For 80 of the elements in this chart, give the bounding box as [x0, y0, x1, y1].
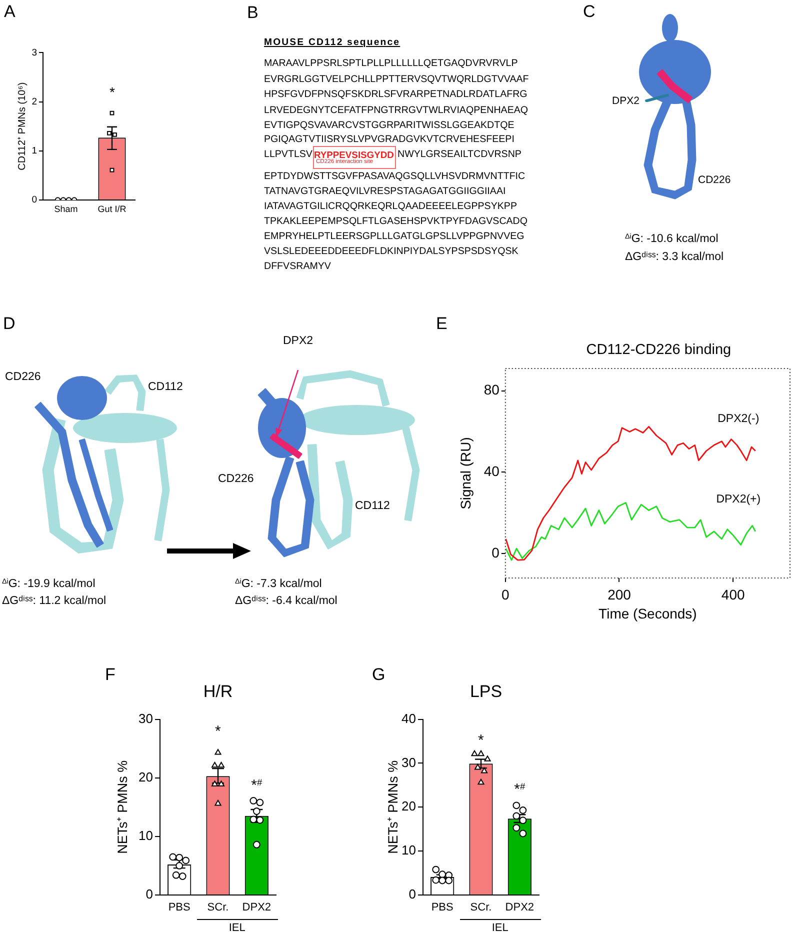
- x-tick-label: Gut I/R: [98, 204, 127, 214]
- text: LRVEDEGNYTCEFATFPNGTRRGVTWLRVIAQPENHAEAQ: [264, 104, 528, 116]
- y-tick-label: 3: [32, 47, 37, 58]
- chart-title: H/R: [203, 682, 233, 701]
- y-axis-title: CD112⁺ PMNs (10⁶): [16, 82, 28, 170]
- series-label: DPX2(+): [716, 494, 761, 506]
- series-label: DPX2(-): [718, 413, 760, 426]
- y-axis-title: NETs⁺ PMNs %: [114, 760, 130, 854]
- text: CD112: [355, 500, 390, 513]
- text: $^{Δi}$G: -10.6 kcal/mol: [625, 232, 718, 246]
- text: TPKAKLEEPEMPSQLFTLGASEHSPVKTPYFDAGVSCADQ: [264, 216, 528, 227]
- x-axis-title: Time (Seconds): [598, 605, 697, 622]
- y-tick-label: 10: [138, 828, 153, 844]
- text: CD226: [5, 371, 41, 384]
- text: C: [583, 2, 596, 21]
- text: $^{Δi}$G: -7.3 kcal/mol: [235, 578, 322, 591]
- x-tick-label: SCr.: [207, 902, 229, 914]
- x-tick-label: Sham: [54, 204, 78, 214]
- text: VSLSLEDEEEDDEEEDFLDKINPIYDALSYPSPSDSYQSK: [264, 246, 518, 257]
- text: MARAAVLPPSRLSPTLPLLPLLLLLLQETGAQDVRVRVLP: [264, 58, 518, 70]
- y-tick-label: 1: [32, 146, 37, 157]
- text: G: [372, 664, 386, 684]
- text: TATNAVGTGRAEQVILVRESPSTAGAGATGGIIGGIIAAI: [264, 186, 506, 198]
- text: MOUSE CD112 sequence: [264, 37, 400, 48]
- y-axis-title: NETs⁺ PMNs %: [385, 760, 400, 854]
- x-tick-label: DPX2: [242, 902, 272, 914]
- x-tick-label: PBS: [168, 902, 190, 914]
- text: RYPPEVSISGYDD: [314, 148, 394, 160]
- text: PGIQAGTVTIISRYSLVPVGRADGVKVTCRVEHESFEEPI: [264, 134, 514, 146]
- text: EVTIGPQSVAVARCVSTGGRPARITWISSLGGEAKDTQE: [264, 120, 514, 131]
- y-tick-label: 2: [32, 96, 37, 108]
- text: CD112: [148, 381, 183, 394]
- y-tick-label: 30: [402, 754, 416, 770]
- text: ΔGᵈⁱˢˢ: -6.4 kcal/mol: [235, 595, 338, 608]
- y-tick-label: 80: [484, 382, 500, 398]
- text: A: [4, 2, 16, 21]
- y-tick-label: 40: [402, 710, 416, 726]
- text: HPSFGVDFPNSQFSKDRLSFVRARPETNADLRDATLAFRG: [264, 89, 528, 100]
- x-tick-label: DPX2: [505, 902, 534, 914]
- text: EPTDYDWSTTSGVFPASAVAQGSQLLVHSVDRMVNTTFIC: [264, 171, 526, 182]
- text: $^{Δi}$G: -19.9 kcal/mol: [2, 578, 96, 591]
- annotation: *$^{#}$: [251, 776, 262, 794]
- text: IEL: [228, 922, 246, 934]
- text: F: [105, 664, 116, 684]
- y-tick-label: 10: [402, 842, 416, 858]
- y-tick-label: 0: [32, 194, 37, 206]
- y-tick-label: 20: [138, 769, 153, 784]
- x-tick-label: PBS: [431, 902, 454, 914]
- text: CD226: [218, 473, 254, 486]
- text: ΔGᵈⁱˢˢ: 3.3 kcal/mol: [625, 251, 724, 264]
- text: EMPRYHELPTLEERSGPLLLGATGLGPSLLVPPGPNVVEG: [264, 230, 524, 242]
- y-tick-label: 20: [402, 798, 416, 814]
- x-tick-label: SCr.: [470, 902, 492, 914]
- text: IEL: [492, 922, 508, 934]
- y-tick-label: 40: [484, 463, 500, 480]
- x-tick-label: 400: [721, 586, 745, 602]
- annotation: *: [215, 722, 221, 740]
- text: CD226: [698, 174, 731, 186]
- y-axis-title: Signal (RU): [457, 437, 474, 510]
- chart-title: CD112-CD226 binding: [586, 342, 732, 358]
- text: D: [3, 314, 16, 333]
- text: IATAVAGTGILICRQQRKEQRLQAADEEEELEGPPSYKPP: [264, 200, 517, 212]
- annotation: *: [110, 84, 115, 100]
- text: EVRGRLGGTVELPCHLLPPTTERVSQVTWQRLDGTVVAAF: [264, 74, 529, 85]
- text: B: [247, 2, 258, 22]
- y-tick-label: 0: [408, 886, 416, 902]
- annotation: *$^{#}$: [514, 780, 526, 798]
- text: ΔGᵈⁱˢˢ: 11.2 kcal/mol: [2, 595, 106, 608]
- chart-title: LPS: [470, 682, 502, 701]
- text: E: [436, 314, 448, 333]
- y-tick-label: 0: [146, 886, 153, 902]
- y-tick-label: 0: [492, 544, 500, 560]
- text: DPX2: [283, 335, 314, 348]
- annotation: *: [478, 732, 484, 749]
- text: DPX2: [612, 94, 640, 107]
- text: DFFVSRAMYV: [264, 260, 331, 272]
- y-tick-label: 30: [138, 710, 153, 726]
- text: NWYLGRSEAILTCDVRSNP: [398, 148, 522, 160]
- x-tick-label: 200: [608, 586, 632, 602]
- text: LLPVTLSV: [264, 148, 312, 160]
